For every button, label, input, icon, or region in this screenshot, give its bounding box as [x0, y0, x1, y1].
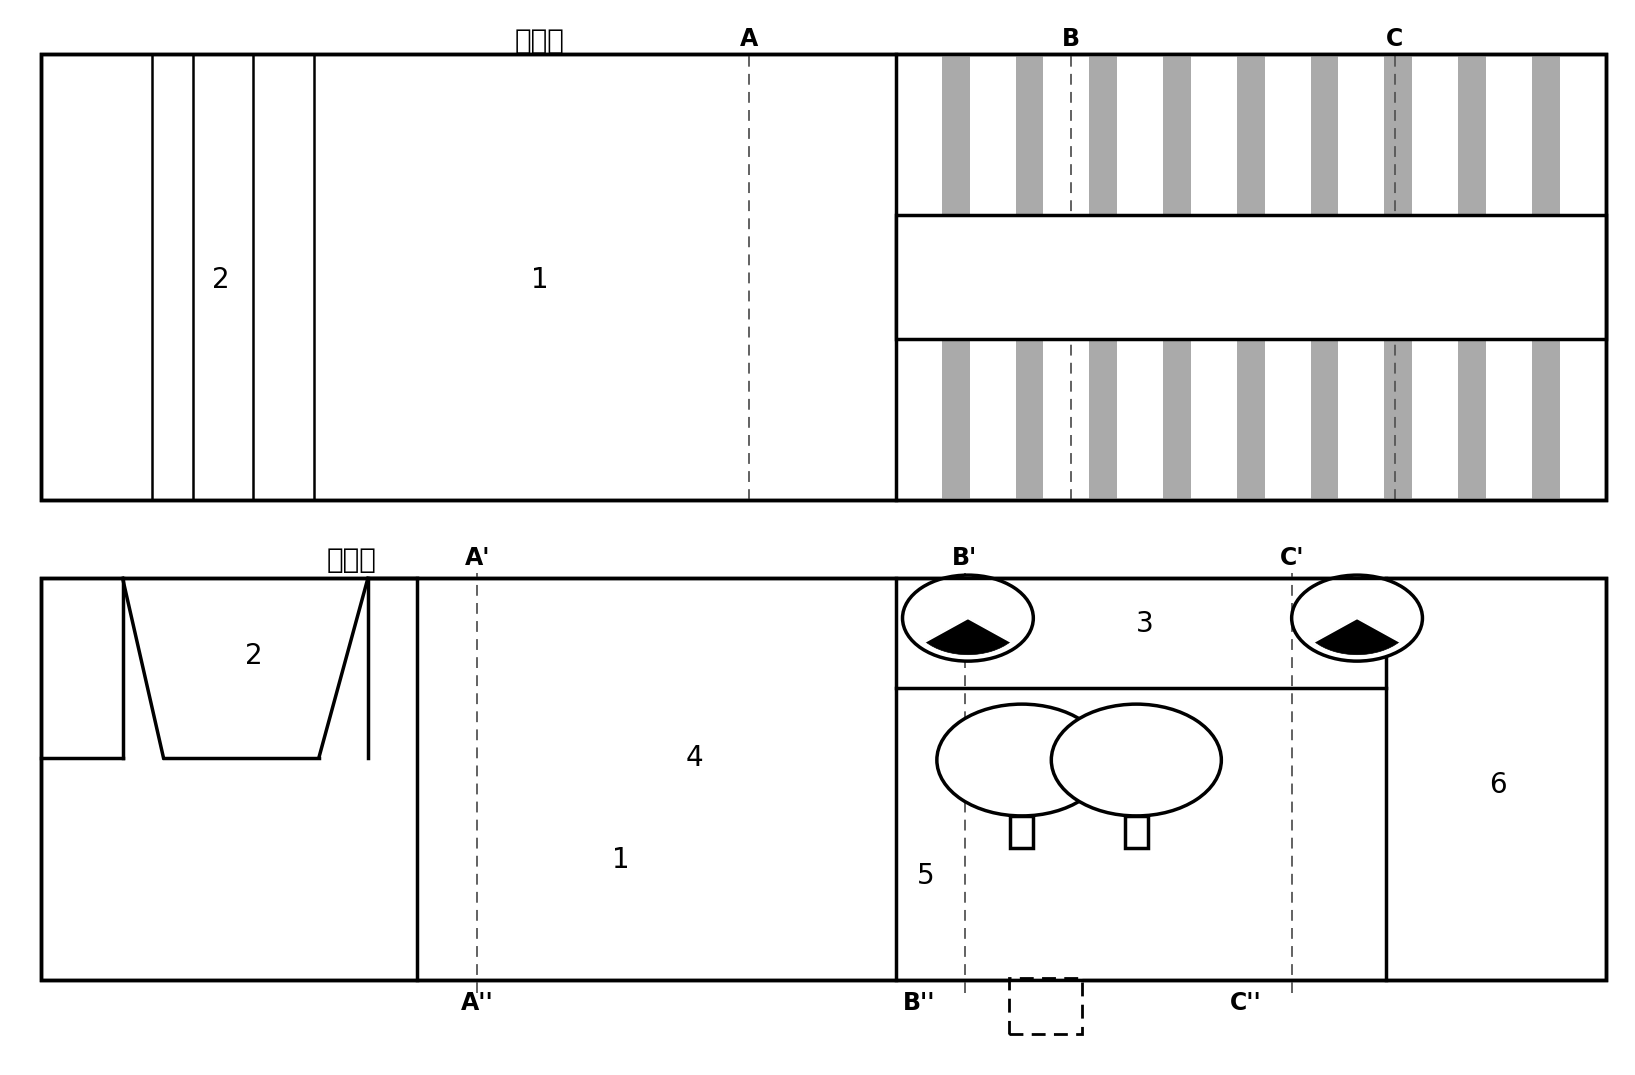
- Text: 2: 2: [213, 266, 229, 293]
- Circle shape: [937, 704, 1107, 816]
- Circle shape: [1051, 704, 1221, 816]
- Bar: [1089, 54, 1117, 215]
- Bar: [942, 54, 970, 215]
- Text: A'': A'': [461, 991, 494, 1015]
- Bar: [41, 578, 1606, 980]
- Bar: [1015, 339, 1043, 500]
- Wedge shape: [925, 618, 1010, 655]
- Bar: [1532, 54, 1560, 215]
- Bar: [896, 215, 1606, 339]
- Bar: [1089, 339, 1117, 500]
- Bar: [1385, 54, 1413, 215]
- Text: 俧视图: 俧视图: [515, 27, 564, 55]
- Bar: [1311, 54, 1339, 215]
- Text: 3: 3: [1136, 610, 1153, 637]
- Text: C': C': [1280, 546, 1303, 570]
- Text: C: C: [1386, 27, 1403, 51]
- Text: C'': C'': [1230, 991, 1262, 1015]
- Bar: [41, 54, 1606, 500]
- Bar: [1009, 978, 1082, 1034]
- Text: 1: 1: [531, 266, 548, 293]
- Text: 2: 2: [245, 642, 262, 670]
- Text: 1: 1: [613, 846, 629, 874]
- Text: A': A': [464, 546, 490, 570]
- Bar: [1015, 54, 1043, 215]
- Bar: [1532, 339, 1560, 500]
- Bar: [1162, 339, 1190, 500]
- Text: A: A: [739, 27, 759, 51]
- Bar: [1125, 816, 1148, 848]
- Bar: [1238, 54, 1265, 215]
- Bar: [1238, 339, 1265, 500]
- Text: D: D: [1032, 991, 1051, 1015]
- Text: B'': B'': [903, 991, 935, 1015]
- Text: 侧视图: 侧视图: [327, 546, 376, 574]
- Bar: [1162, 54, 1190, 215]
- Bar: [942, 339, 970, 500]
- Text: 5: 5: [917, 862, 934, 890]
- Circle shape: [903, 575, 1033, 661]
- Bar: [41, 54, 1606, 500]
- Text: B: B: [1061, 27, 1081, 51]
- Text: 4: 4: [687, 744, 703, 772]
- Bar: [1385, 339, 1413, 500]
- Bar: [1458, 54, 1486, 215]
- Bar: [1458, 339, 1486, 500]
- Text: B': B': [952, 546, 978, 570]
- Wedge shape: [1315, 618, 1400, 655]
- Text: 6: 6: [1489, 771, 1506, 799]
- Bar: [1311, 339, 1339, 500]
- Text: 3: 3: [1243, 266, 1259, 293]
- Bar: [1010, 816, 1033, 848]
- Circle shape: [1292, 575, 1422, 661]
- Bar: [41, 578, 1606, 980]
